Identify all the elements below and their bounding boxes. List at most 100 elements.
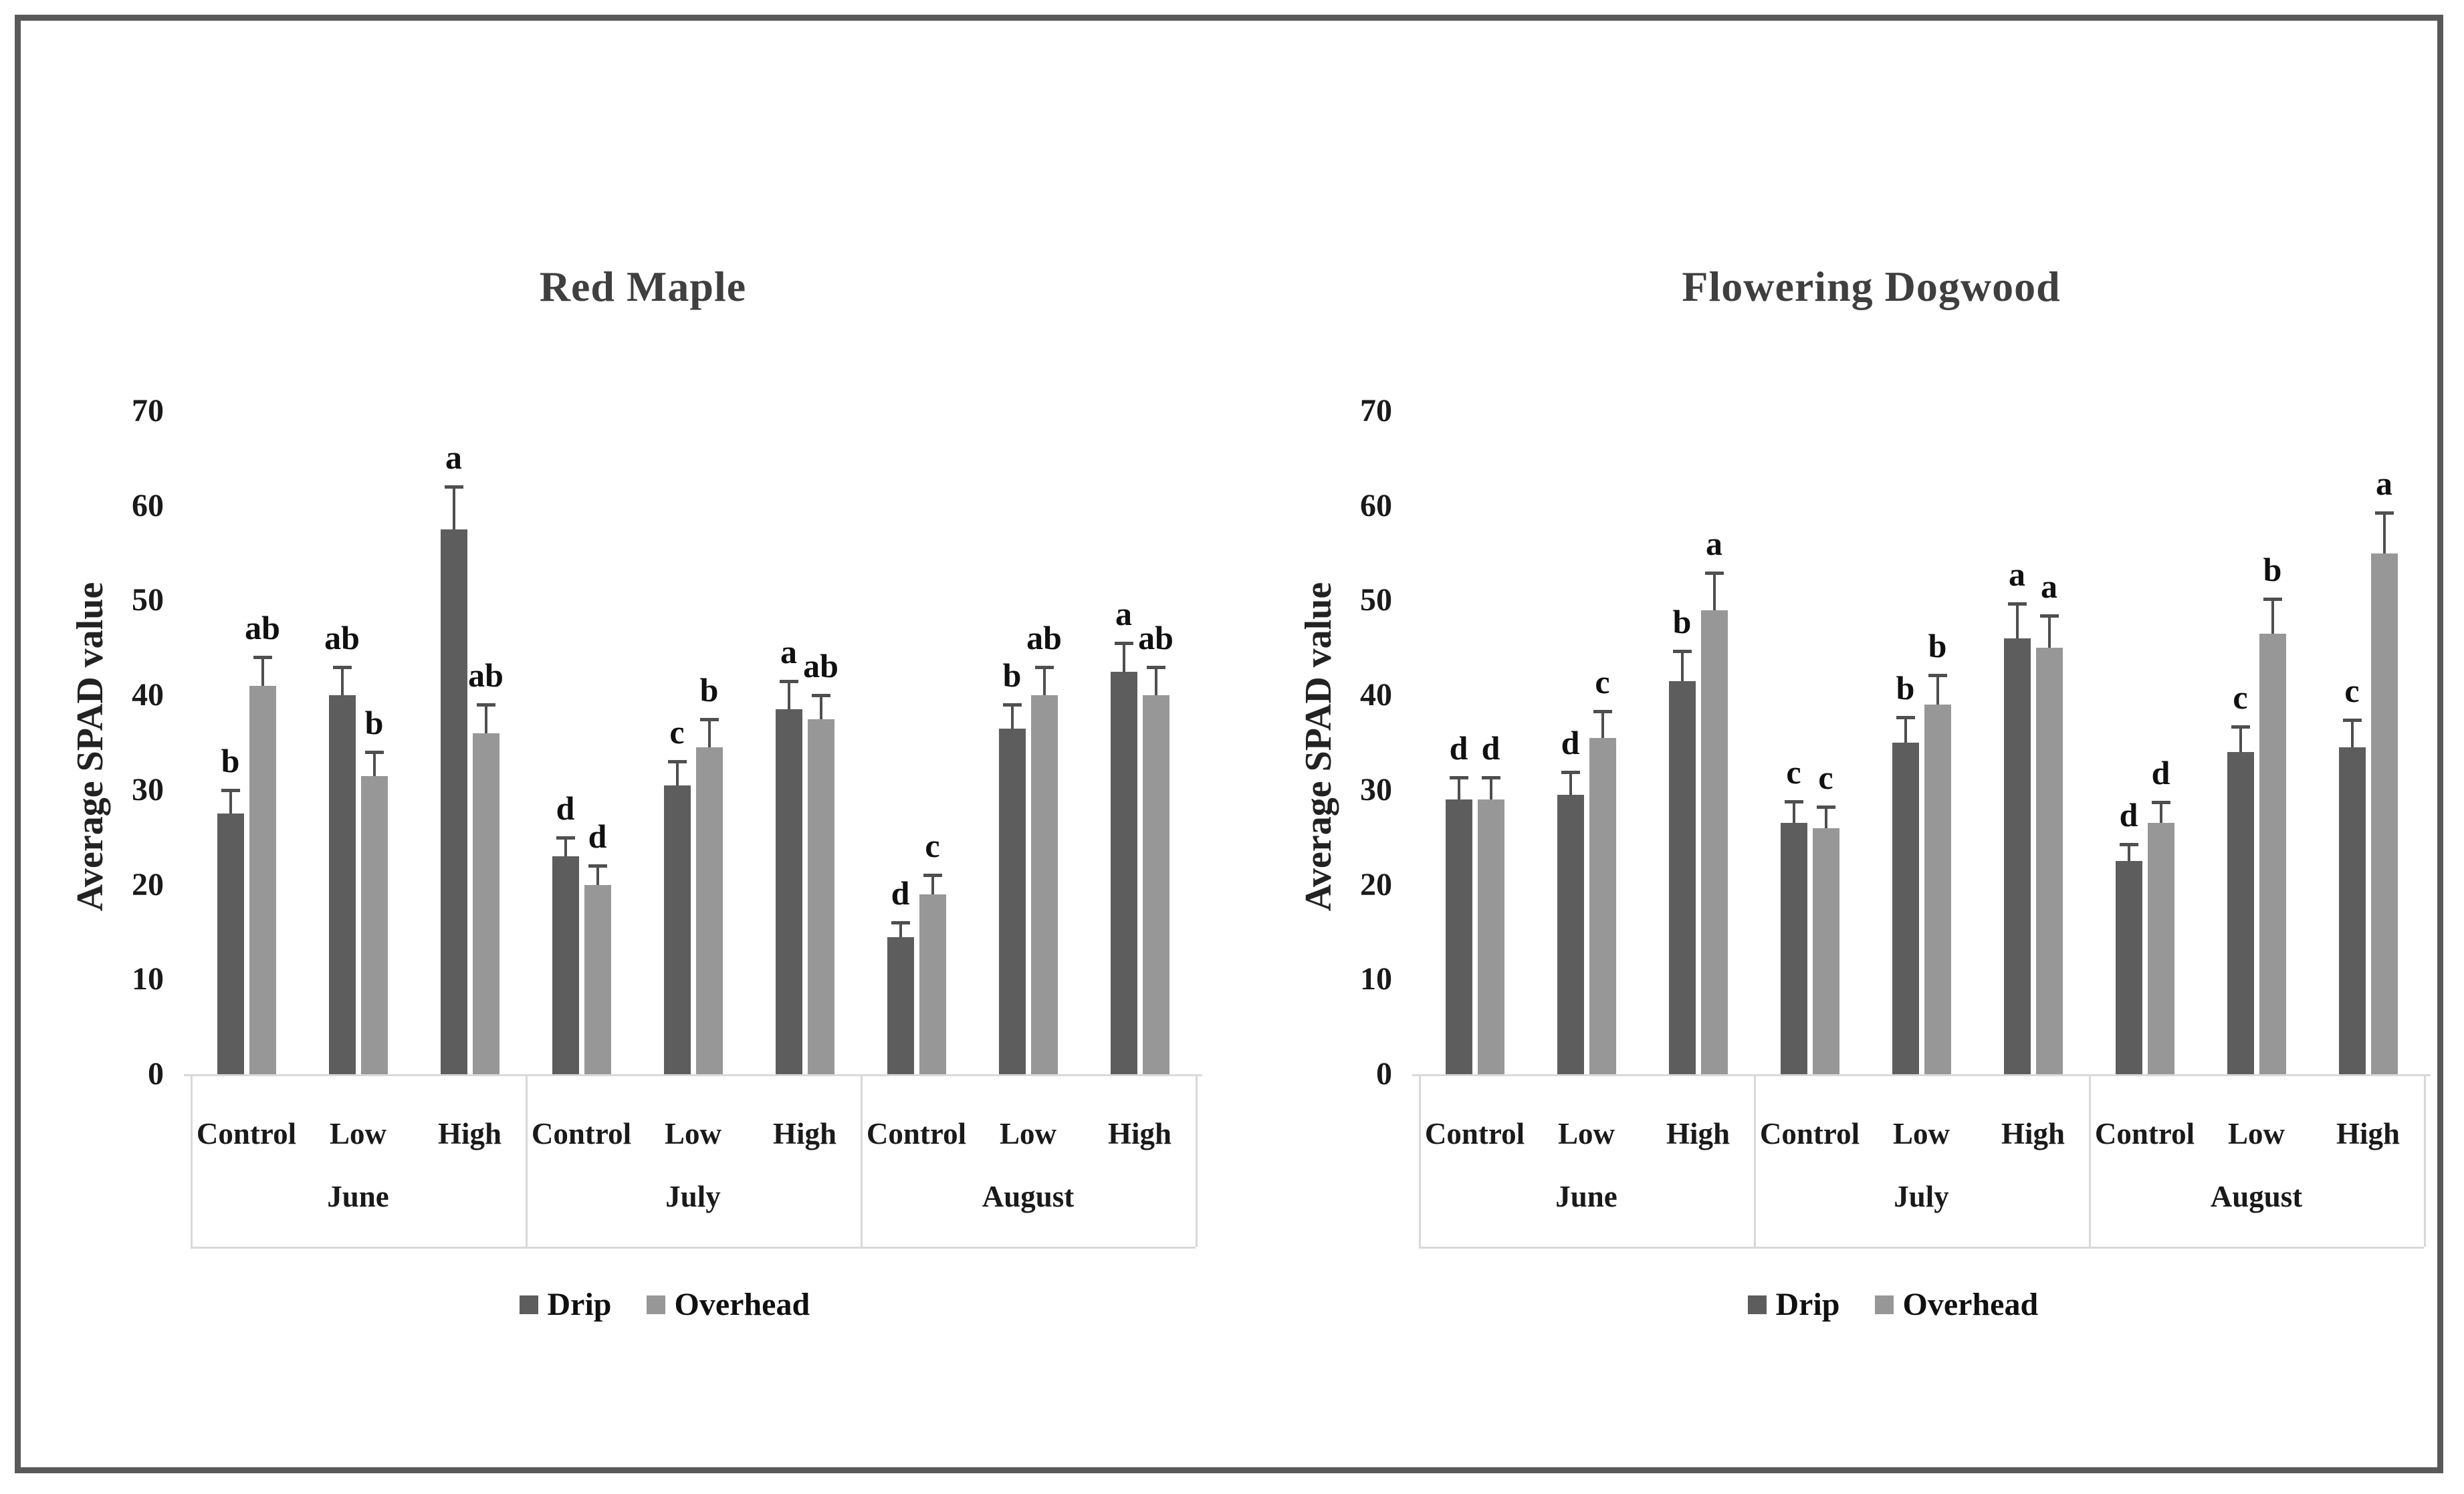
error-bar-whisker [1154,666,1157,696]
treatment-label: High [2001,1117,2065,1150]
significance-letter: d [588,818,607,856]
error-bar-cap [2342,718,2362,722]
legend-label: Drip [1775,1287,1840,1322]
error-bar-whisker [2015,603,2019,639]
error-bar-cap [1704,572,1724,576]
treatment-label: High [1666,1117,1730,1150]
treatment-label: High [2336,1117,2400,1150]
y-tick-label: 40 [1360,677,1392,713]
figure-border-frame [15,15,2443,1473]
significance-letter: b [1896,668,1915,707]
month-label: August [2210,1180,2303,1213]
error-bar-cap [588,864,607,868]
drip-legend-swatch-icon [1747,1295,1767,1314]
error-bar-cap [2374,511,2394,515]
treatment-label: Control [2094,1117,2195,1150]
drip-bar-june-low [1557,794,1584,1074]
drip-bar-june-control [217,814,244,1074]
significance-letter: a [2009,555,2025,593]
overhead-bar-july-control [1812,828,1839,1074]
month-separator-line [1754,1074,1756,1247]
error-bar-cap [253,656,272,660]
significance-letter: c [669,713,685,751]
significance-letter: c [2233,678,2248,716]
error-bar-whisker [340,666,344,696]
error-bar-cap [2039,614,2059,618]
month-label: July [1894,1180,1949,1213]
month-label: June [1555,1180,1617,1213]
significance-letter: a [2041,568,2057,606]
legend-label: Overhead [1902,1287,2039,1322]
error-bar-cap [1896,715,1915,719]
error-bar-whisker [1122,643,1125,672]
y-tick-label: 70 [132,393,164,428]
error-bar-cap [1928,674,1947,678]
overhead-bar-july-high [807,719,834,1074]
drip-bar-july-control [1780,823,1807,1074]
error-bar-cap [2231,725,2250,729]
legend-entry-drip: Drip [1747,1287,1840,1322]
month-separator-line [2424,1074,2426,1247]
error-bar-whisker [1489,777,1492,800]
error-bar-whisker [707,719,711,748]
overhead-bar-june-high [1700,610,1728,1074]
overhead-bar-july-low [695,747,723,1074]
overhead-bar-august-high [1142,695,1169,1074]
error-bar-whisker [1824,807,1827,828]
y-tick-label: 50 [132,582,164,618]
error-bar-cap [811,694,830,698]
treatment-label: High [1107,1117,1172,1150]
significance-letter: c [2344,671,2360,709]
significance-letter: ab [324,618,360,656]
error-bar-whisker [1712,573,1716,610]
drip-bar-august-control [887,937,914,1074]
chart-title: Red Maple [539,263,747,310]
month-separator-line [1419,1074,1421,1247]
y-tick-label: 70 [1360,393,1392,428]
significance-letter: d [2151,754,2170,792]
y-tick-label: 20 [132,866,164,902]
error-bar-cap [1449,776,1468,780]
error-bar-whisker [484,705,487,733]
error-bar-cap [1672,649,1692,653]
error-bar-cap [1146,665,1165,669]
error-bar-whisker [1569,771,1572,795]
error-bar-cap [1114,642,1133,646]
error-bar-whisker [596,866,599,885]
error-bar-cap [1593,710,1612,714]
treatment-label: Low [664,1117,721,1150]
month-label: July [665,1180,721,1213]
drip-bar-august-high [1110,671,1137,1074]
error-bar-cap [1561,770,1580,774]
drip-bar-june-high [1668,680,1696,1074]
label-box-bottom-line [1419,1247,2424,1249]
error-bar-cap [2119,842,2138,846]
legend-entry-drip: Drip [519,1289,612,1321]
significance-letter: ab [468,656,503,695]
overhead-bar-june-low [360,775,388,1074]
error-bar-whisker [2127,844,2130,862]
y-tick-label: 30 [132,771,164,807]
significance-letter: d [1449,729,1468,767]
error-bar-whisker [2239,726,2242,753]
y-tick-label: 30 [1360,771,1392,807]
error-bar-whisker [2047,616,2051,648]
error-bar-cap [2007,602,2027,606]
treatment-label: Control [866,1117,967,1150]
drip-bar-june-high [440,529,467,1074]
overhead-bar-june-control [249,685,276,1074]
significance-letter: b [2263,550,2282,588]
significance-letter: a [1115,595,1132,633]
significance-letter: a [445,439,462,477]
treatment-label: Control [1759,1117,1860,1150]
overhead-bar-august-control [2147,823,2174,1074]
overhead-bar-june-high [472,733,499,1074]
error-bar-cap [364,751,384,755]
treatment-label: Low [2227,1117,2285,1150]
error-bar-whisker [1680,650,1684,681]
treatment-label: Low [999,1117,1056,1150]
y-tick-label: 0 [148,1056,164,1092]
drip-legend-swatch-icon [519,1295,538,1314]
drip-bar-august-control [2115,861,2142,1074]
error-bar-cap [476,703,495,707]
